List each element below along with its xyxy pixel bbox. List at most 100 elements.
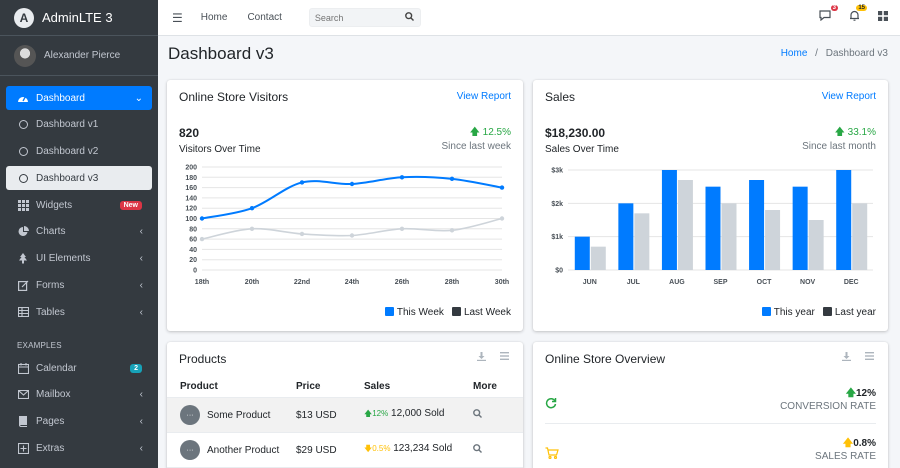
x-tick-label: DEC [844,279,859,286]
chevron-left-icon: ‹ [139,280,143,292]
data-point [249,206,255,211]
table-row: ··· Another Product $29 USD 🡇0.5% 123,234… [167,433,523,468]
data-point [399,175,405,180]
search-icon[interactable] [471,444,523,456]
envelope-icon [17,389,29,401]
breadcrumb-separator: / [815,48,818,59]
legend-item: This Week [384,307,444,318]
column-header: Product [180,381,218,392]
visitors-since: Since last week [441,141,511,152]
sidebar-item-dashboard-v1[interactable]: Dashboard v1 [6,113,152,137]
y-tick-label: $1k [551,234,563,241]
sidebar-item-tables[interactable]: Tables ‹ [6,300,152,324]
chevron-left-icon: ‹ [139,443,143,455]
table-row: ··· Some Product $13 USD 🡅12% 12,000 Sold [167,398,523,433]
nav-link-home[interactable]: Home [200,12,228,23]
sidebar-item-pages[interactable]: Pages ‹ [6,410,152,434]
x-tick-label: OCT [757,279,773,286]
sales-card: Sales View Report $18,230.00 Sales Over … [533,80,888,331]
x-tick-label: AUG [669,279,685,286]
chart-legend: This Week Last Week [384,307,511,318]
y-tick-label: $0 [555,268,563,275]
sidebar-nav: Dashboard ⌄ Dashboard v1 Dashboard v2 Da… [0,76,158,461]
data-point [399,226,405,231]
y-tick-label: 20 [189,257,197,264]
visitors-card: Online Store Visitors View Report 820 Vi… [167,80,523,331]
table-header: Product Price Sales More [167,376,523,398]
sales-rate-row: 🡅0.8% SALES RATE [545,436,876,468]
cart-icon [545,446,559,462]
data-point [299,231,305,237]
price-cell: $13 USD [296,409,337,421]
sidebar-item-dashboard-v3[interactable]: Dashboard v3 [6,166,152,191]
view-report-link[interactable]: View Report [456,91,511,102]
x-tick-label: 30th [495,279,509,286]
y-tick-label: 200 [185,165,197,172]
messages-icon[interactable]: 3 [819,5,838,24]
sales-cell: 🡅12% 12,000 Sold [364,408,445,419]
dashboard-icon [17,92,29,104]
sidebar-item-ui-elements[interactable]: UI Elements ‹ [6,247,152,271]
sidebar-item-label: Tables [36,306,65,318]
download-icon[interactable] [842,352,851,363]
menu-bars-icon[interactable] [865,352,874,363]
chevron-left-icon: ‹ [139,389,143,401]
search-input[interactable] [309,12,400,23]
menu-toggle-icon[interactable]: ☰ [172,10,183,25]
view-report-link[interactable]: View Report [821,91,876,102]
card-title: Online Store Visitors [179,90,289,104]
y-tick-label: 160 [185,185,197,192]
navbar-right: 3 15 [819,5,888,24]
brand-name: AdminLTE 3 [42,10,113,25]
download-icon[interactable] [477,352,486,363]
search-icon[interactable] [471,409,523,421]
sidebar-item-label: Mailbox [36,389,71,401]
conversion-value: 🡅12% [845,388,876,399]
nav-link-contact[interactable]: Contact [247,12,282,23]
sidebar-item-dashboard[interactable]: Dashboard ⌄ [6,86,152,110]
conversion-label: CONVERSION RATE [780,401,876,412]
notifications-badge: 15 [856,5,867,11]
sidebar-item-calendar[interactable]: Calendar 2 [6,356,152,380]
x-tick-label: 26th [395,279,409,286]
user-name[interactable]: Alexander Pierce [44,50,121,61]
bar [836,170,852,270]
price-cell: $29 USD [296,444,337,456]
sidebar-item-dashboard-v2[interactable]: Dashboard v2 [6,140,152,164]
menu-bars-icon[interactable] [500,352,509,363]
data-point [499,185,505,190]
data-point [499,216,505,221]
sidebar-item-mailbox[interactable]: Mailbox ‹ [6,383,152,407]
sidebar-item-charts[interactable]: Charts ‹ [6,220,152,244]
sidebar-item-label: Extras [36,443,65,455]
breadcrumb-home[interactable]: Home [780,48,808,59]
sidebar-item-label: Forms [36,280,65,292]
sales-change: 🡅 33.1% [834,127,876,138]
sidebar-item-forms[interactable]: Forms ‹ [6,274,152,298]
card-tools [477,352,509,363]
table-icon [17,306,29,318]
sales-amount: $18,230.00 [545,126,606,140]
card-tools [842,352,874,363]
conversion-rate-row: 🡅12% CONVERSION RATE [545,386,876,424]
x-tick-label: 24th [345,279,359,286]
brand-logo: A [14,7,34,28]
sidebar-item-extras[interactable]: Extras ‹ [6,437,152,461]
x-tick-label: NOV [800,279,816,286]
arrow-up-icon: 🡅 [834,127,845,138]
main-sidebar: A AdminLTE 3 Alexander Pierce Dashboard … [0,0,158,468]
search-icon[interactable] [400,11,420,24]
bar [749,180,765,270]
bar [808,220,824,270]
brand-link[interactable]: A AdminLTE 3 [0,0,158,36]
visitors-count: 820 [179,126,200,140]
user-panel[interactable]: Alexander Pierce [0,36,158,76]
sidebar-item-label: Calendar [36,362,77,374]
arrow-up-icon: 🡅 [364,409,373,418]
y-tick-label: 100 [185,216,197,223]
apps-grid-icon[interactable] [878,10,888,24]
bell-icon[interactable]: 15 [849,5,867,24]
sidebar-item-widgets[interactable]: Widgets New [6,193,152,217]
sales-rate-label: SALES RATE [815,451,876,462]
sidebar-item-label: Charts [36,226,66,238]
